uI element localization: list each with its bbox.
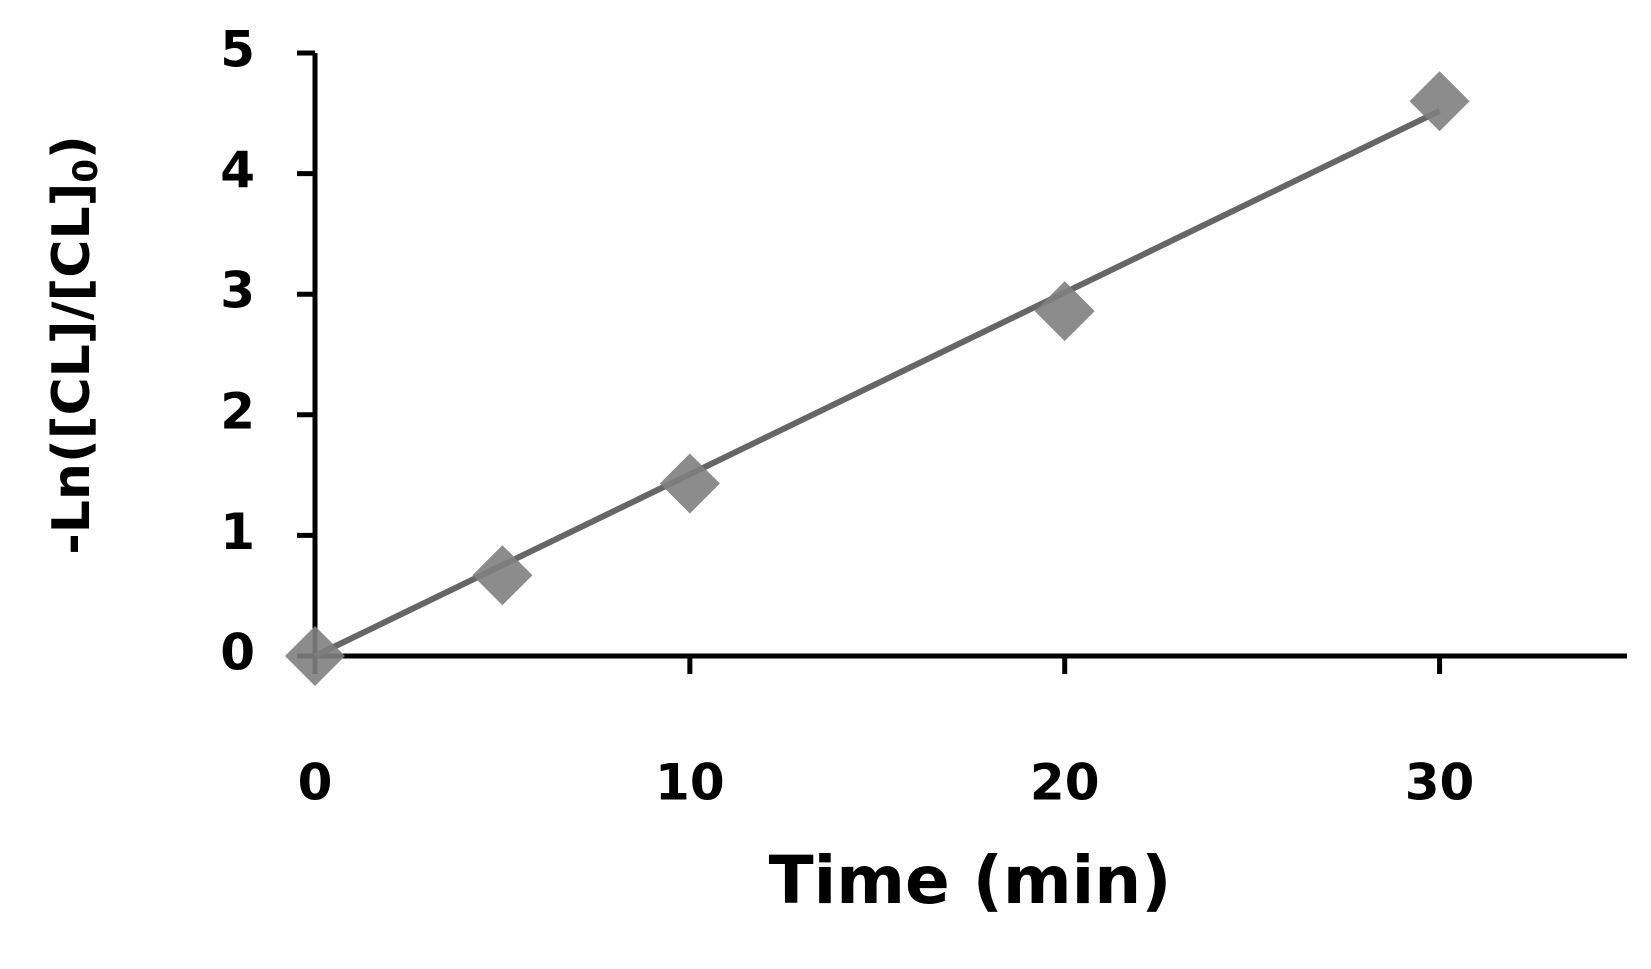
y-tick-label: 3: [220, 262, 255, 320]
y-axis-label-tail: ): [42, 135, 102, 159]
y-axis-label-subscript: 0: [66, 159, 106, 183]
y-tick-label: 2: [220, 382, 255, 440]
y-tick-label: 4: [220, 141, 255, 199]
x-tick-label: 10: [655, 754, 725, 812]
data-point: [285, 626, 345, 686]
data-point: [472, 545, 533, 606]
y-axis-label: -Ln([CL]/[CL]0): [42, 135, 106, 555]
x-tick-label: 20: [1030, 754, 1100, 812]
x-axis-label: Time (min): [769, 842, 1172, 919]
y-tick-label: 0: [220, 624, 255, 682]
y-tick-label: 1: [220, 503, 255, 561]
data-point: [1409, 71, 1470, 132]
data-point: [1034, 281, 1095, 342]
data-point: [659, 453, 720, 514]
y-tick-label: 5: [220, 21, 255, 79]
x-tick-label: 30: [1405, 754, 1475, 812]
x-tick-label: 0: [298, 754, 333, 812]
y-axis-label-text: -Ln([CL]/[CL]: [42, 183, 102, 555]
